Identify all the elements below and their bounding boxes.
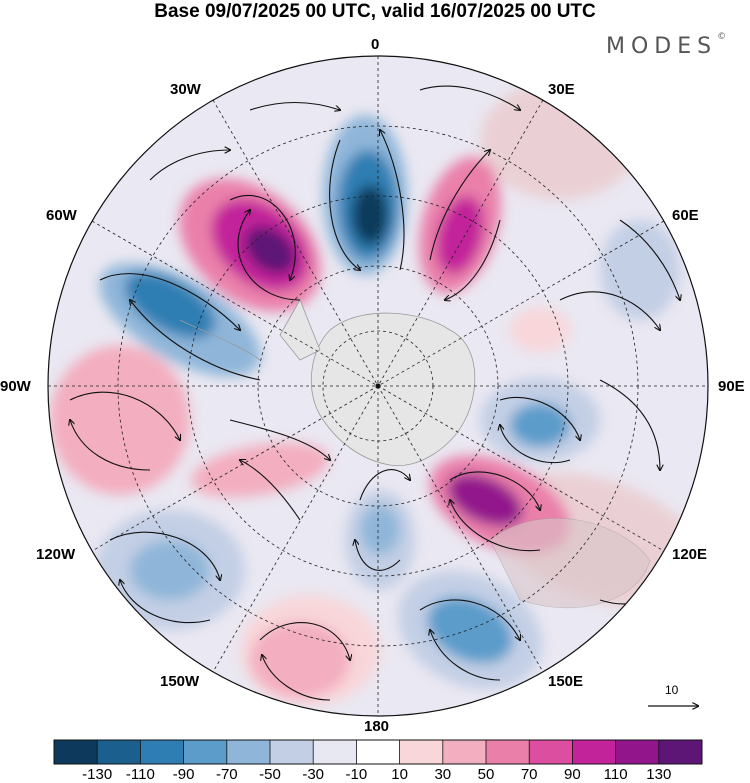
copyright-mark: © [717, 32, 727, 42]
colorbar-tick-label: -130 [82, 766, 113, 783]
lon-label-30e: 30E [548, 81, 575, 98]
colorbar-swatch [97, 740, 141, 764]
colorbar-swatch [356, 740, 400, 764]
antarctica-landmass [310, 312, 476, 467]
colorbar-tick-label: 130 [646, 766, 672, 783]
colorbar-swatch [140, 740, 184, 764]
lon-label-60e: 60E [672, 207, 699, 224]
lon-label-30w: 30W [170, 81, 201, 98]
brand-name: MODES [606, 34, 718, 59]
lon-label-150w: 150W [160, 673, 200, 690]
map-title: Base 09/07/2025 00 UTC, valid 16/07/2025… [154, 1, 596, 22]
reference-vector-label: 10 [665, 683, 679, 697]
brand-logo: MODES© [606, 32, 727, 59]
lon-label-60w: 60W [46, 207, 77, 224]
colorbar-tick-label: -10 [345, 766, 368, 783]
colorbar-swatch [658, 740, 703, 764]
colorbar-swatch [615, 740, 660, 764]
colorbar-tick-label: -90 [172, 766, 195, 783]
colorbar-tick-label: 70 [520, 766, 538, 783]
lon-label-180: 180 [364, 718, 390, 735]
colorbar-tick-label: 50 [477, 766, 495, 783]
colorbar-tick-label: 90 [564, 766, 581, 783]
colorbar-swatch [442, 740, 487, 764]
lon-label-120w: 120W [36, 546, 76, 563]
lon-label-150e: 150E [548, 673, 584, 690]
colorbar-swatch [529, 740, 573, 764]
colorbar-tick-label: -50 [259, 766, 281, 783]
colorbar-tick-label: 10 [391, 766, 408, 783]
colorbar-swatch [226, 740, 271, 764]
anomaly-field [48, 56, 708, 716]
colorbar-swatch [572, 740, 616, 764]
colorbar-swatch [313, 740, 357, 764]
lon-label-90e: 90E [718, 378, 745, 395]
colorbar-swatch [399, 740, 444, 764]
wind-vectors [70, 85, 680, 701]
colorbar-swatch [486, 740, 530, 764]
lon-label-90w: 90W [0, 378, 31, 395]
colorbar-tick-label: 110 [603, 766, 628, 783]
colorbar-tick-label: -70 [215, 766, 238, 783]
colorbar-swatch [54, 740, 98, 764]
colorbar-tick-label: 30 [434, 766, 452, 783]
lon-label-120e: 120E [672, 546, 708, 563]
colorbar-tick-label: -110 [125, 766, 155, 783]
colorbar-swatch [183, 740, 228, 764]
globe-border [47, 55, 709, 717]
south-pole-marker [375, 383, 381, 389]
colorbar-border [53, 739, 703, 765]
lon-label-0: 0 [371, 36, 380, 53]
colorbar [53, 739, 703, 765]
colorbar-tick-label: -30 [302, 766, 325, 783]
colorbar-swatch [270, 740, 314, 764]
